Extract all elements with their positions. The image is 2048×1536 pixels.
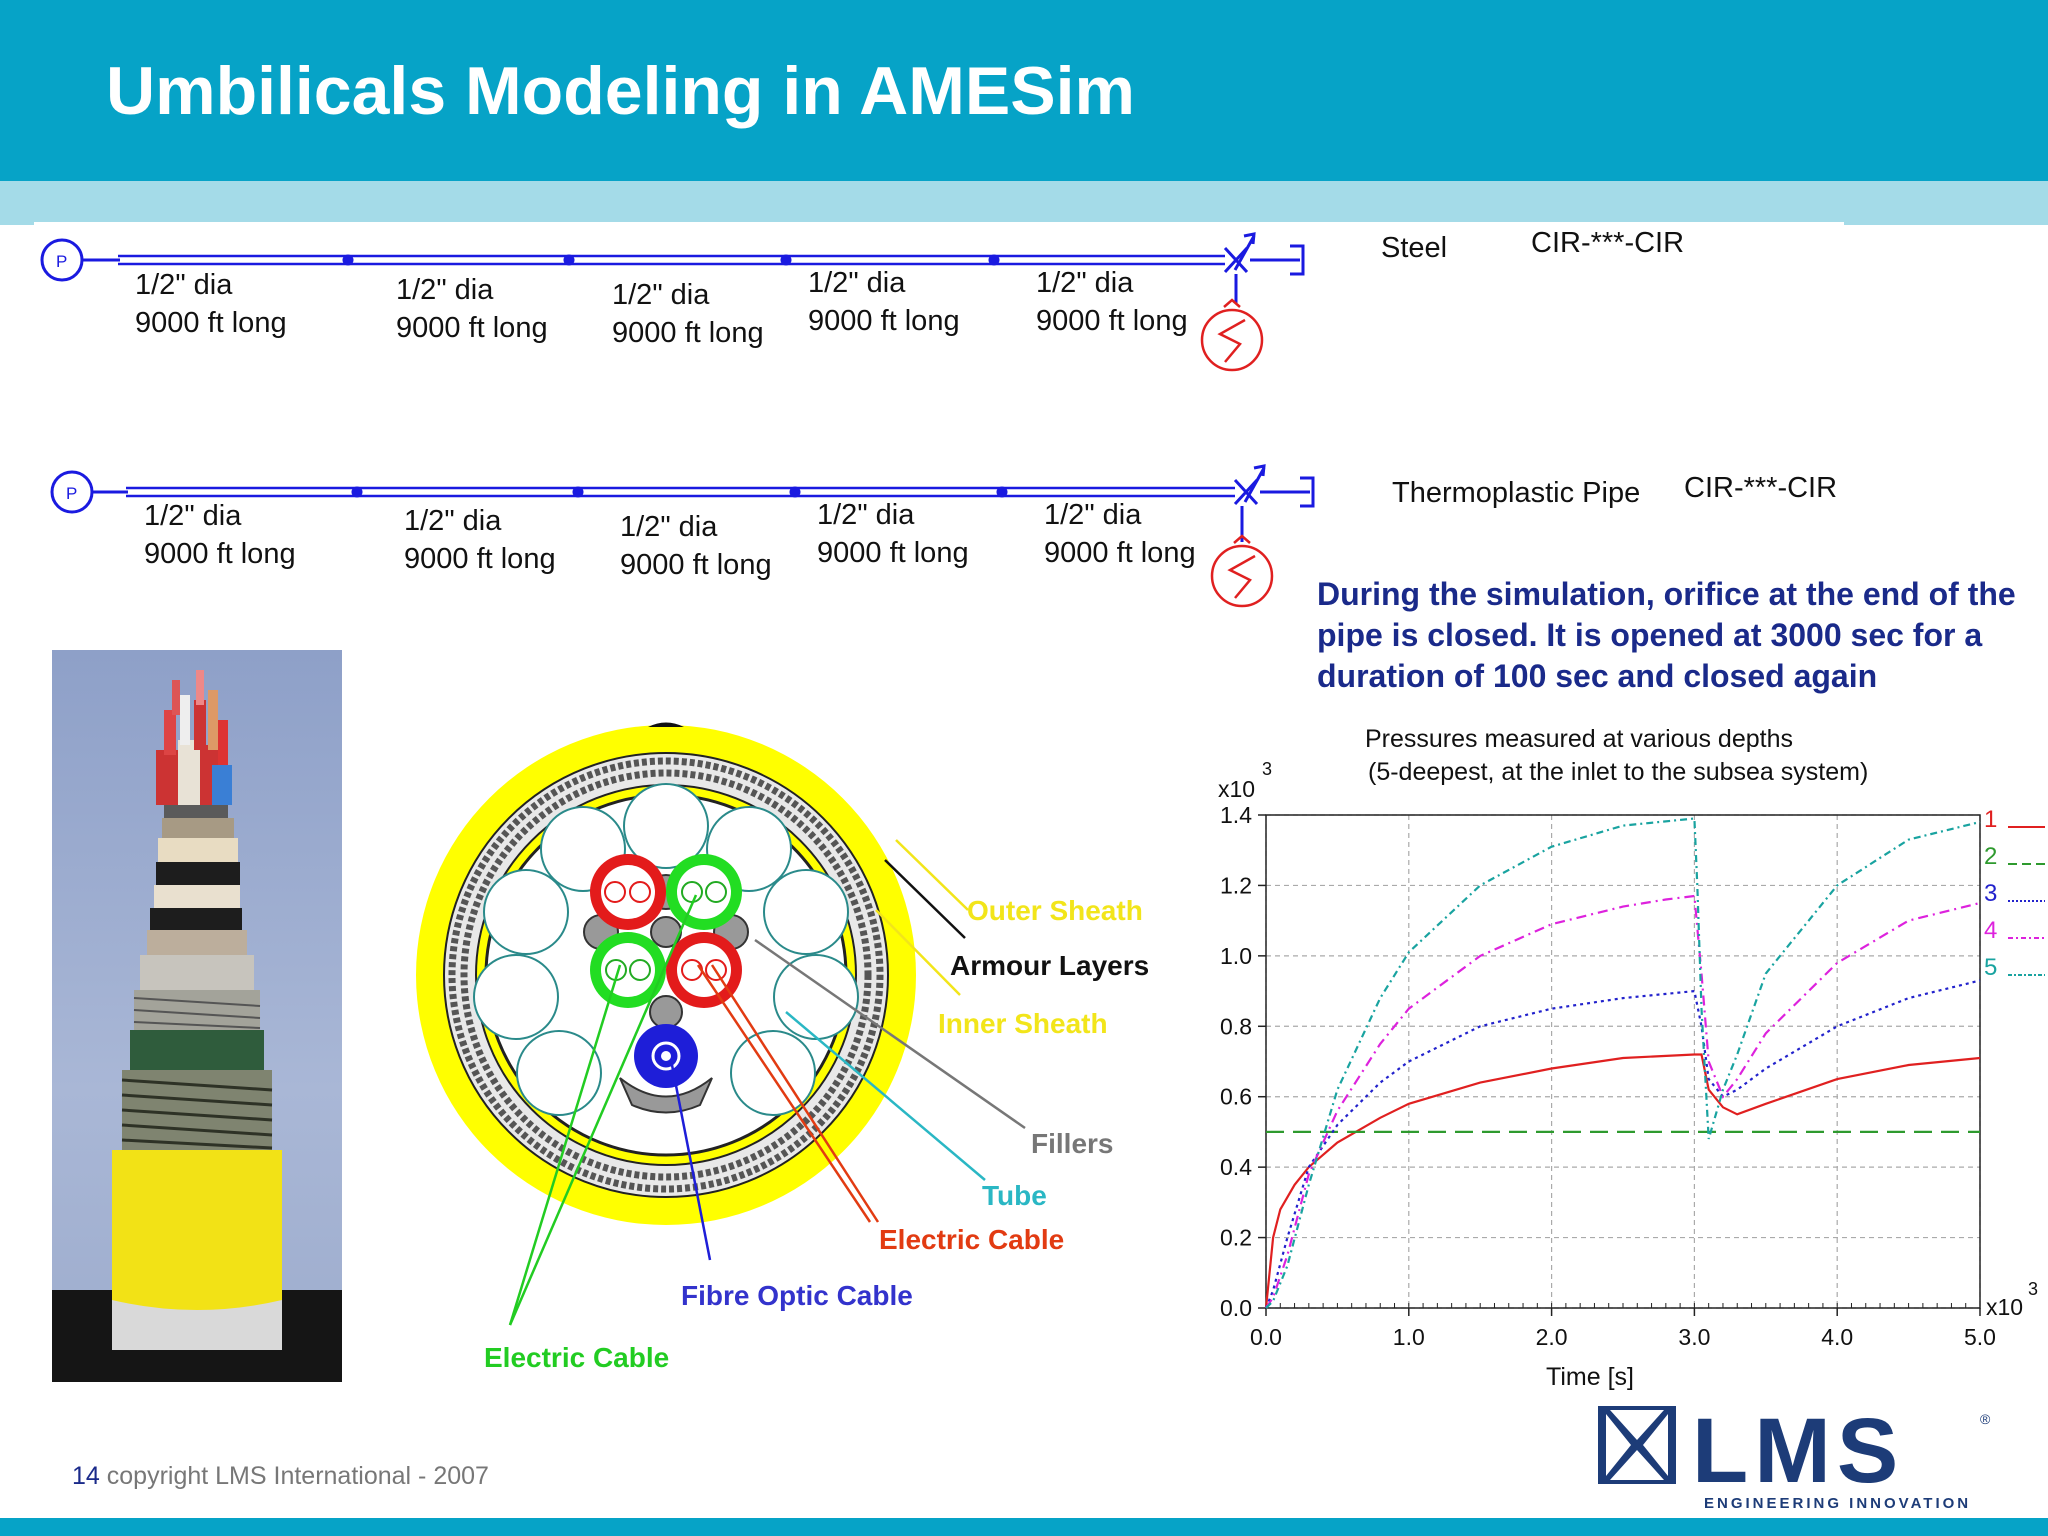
segment-label: 1/2" dia 9000 ft long <box>135 269 287 339</box>
series-line-5 <box>1265 817 1981 1309</box>
fillers-label: Fillers <box>1031 1128 1114 1159</box>
x-multiplier-exp: 3 <box>2028 1279 2038 1299</box>
callout-lines <box>508 839 1026 1326</box>
x-tick-label: 4.0 <box>1821 1324 1853 1350</box>
series-line-4 <box>1265 894 1981 1309</box>
umbilical-photo-drawing <box>52 670 342 1382</box>
electric-cable-label: Electric Cable <box>484 1342 670 1373</box>
electric-cable-red <box>590 854 666 930</box>
outer-sheath-label: Outer Sheath <box>967 895 1143 926</box>
armour-layers-label: Armour Layers <box>950 950 1150 981</box>
segment-label: 1/2" dia 9000 ft long <box>612 279 764 349</box>
x-tick-label: 1.0 <box>1393 1324 1425 1350</box>
segment-label: 1/2" dia 9000 ft long <box>396 274 548 344</box>
electric-cable-green <box>666 854 742 930</box>
footer-band <box>0 1518 2048 1536</box>
orifice-symbol <box>1223 232 1305 304</box>
x-tick-label: 3.0 <box>1678 1324 1710 1350</box>
material-label: Steel <box>1381 232 1448 264</box>
chart-axes: 0.0 0.2 0.4 0.6 0.8 1.0 1.2 1.4 0.0 1.0 2.0 3.0 4.0 5… <box>1220 802 1996 1350</box>
pressure-sensor-icon <box>1200 298 1264 372</box>
x-tick-label: 2.0 <box>1536 1324 1568 1350</box>
electric-cable-label: Electric Cable <box>879 1224 1065 1255</box>
fibre-optic-cable <box>634 1024 698 1088</box>
header-band <box>0 0 2048 181</box>
pump-label: P <box>56 252 67 271</box>
pressure-sensor-icon <box>1210 534 1274 608</box>
series-line-3 <box>1264 979 1981 1309</box>
plot-frame <box>1265 814 1981 1309</box>
x-multiplier: x10 <box>1986 1294 2023 1320</box>
chart-grid <box>1265 814 1981 1309</box>
orifice-symbol <box>1233 464 1315 542</box>
y-tick-label: 0.8 <box>1220 1013 1252 1039</box>
pipe-line <box>118 254 1225 266</box>
electric-cable-green <box>590 932 666 1008</box>
pipe-line <box>126 486 1235 498</box>
simulation-note: During the simulation, orifice at the en… <box>1317 576 2016 694</box>
legend-label: 3 <box>1984 880 1997 907</box>
umbilical-cross-section <box>416 722 1026 1326</box>
y-tick-label: 0.0 <box>1220 1295 1252 1321</box>
lms-registered: ® <box>1980 1411 1991 1427</box>
inner-sheath-label: Inner Sheath <box>938 1008 1108 1039</box>
segment-label: 1/2" dia 9000 ft long <box>1044 499 1196 569</box>
lms-tagline: ENGINEERING INNOVATION <box>1704 1495 1971 1512</box>
pipe-junctions <box>342 254 1000 266</box>
y-tick-label: 1.2 <box>1220 872 1252 898</box>
lms-logo: LMS ® ENGINEERING INNOVATION <box>1598 1404 1991 1512</box>
pump-label: P <box>66 484 77 503</box>
chart-legend: 1 2 3 4 5 <box>1984 806 2045 981</box>
legend-label: 2 <box>1984 843 1997 870</box>
y-tick-label: 1.0 <box>1220 943 1252 969</box>
thermoplastic-circuit-schematic: P <box>50 464 1315 608</box>
x-tick-label: 5.0 <box>1964 1324 1996 1350</box>
armour-layers <box>448 757 884 1193</box>
series-line-1 <box>1264 1053 1981 1309</box>
y-tick-label: 0.2 <box>1220 1225 1252 1251</box>
segment-label: 1/2" dia 9000 ft long <box>817 499 969 569</box>
pressure-chart: Pressures measured at various depths (5-… <box>1218 725 2045 1391</box>
pipe-junctions <box>351 486 1008 498</box>
chart-title: Pressures measured at various depths <box>1365 725 1793 753</box>
y-multiplier-exp: 3 <box>1262 759 1272 779</box>
tube-label: Tube <box>982 1180 1047 1211</box>
component-code: CIR-***-CIR <box>1684 472 1838 504</box>
electric-cable-red <box>666 932 742 1008</box>
schematic-panel <box>34 222 1844 620</box>
fibre-optic-label: Fibre Optic Cable <box>681 1280 913 1311</box>
page-number: 14 <box>72 1462 100 1490</box>
y-tick-label: 1.4 <box>1220 802 1252 828</box>
footer: 14 copyright LMS International - 2007 <box>72 1462 489 1491</box>
segment-label: 1/2" dia 9000 ft long <box>144 500 296 570</box>
segment-label: 1/2" dia 9000 ft long <box>620 511 772 581</box>
steel-circuit-schematic: P <box>40 232 1305 372</box>
y-multiplier: x10 <box>1218 776 1255 802</box>
legend-label: 5 <box>1984 954 1997 981</box>
x-tick-label: 0.0 <box>1250 1324 1282 1350</box>
segment-label: 1/2" dia 9000 ft long <box>808 267 960 337</box>
chart-subtitle: (5-deepest, at the inlet to the subsea s… <box>1368 758 1868 786</box>
y-tick-label: 0.6 <box>1220 1084 1252 1110</box>
lms-logo-text: LMS <box>1692 1404 1904 1502</box>
header-sub-band <box>0 181 2048 225</box>
slide-title: Umbilicals Modeling in AMESim <box>106 53 1135 129</box>
umbilical-photo <box>52 650 342 1382</box>
legend-label: 4 <box>1984 917 1997 944</box>
chart-series <box>1264 817 1981 1309</box>
y-tick-label: 0.4 <box>1220 1154 1252 1180</box>
legend-label: 1 <box>1984 806 1997 833</box>
segment-label: 1/2" dia 9000 ft long <box>404 505 556 575</box>
segment-label: 1/2" dia 9000 ft long <box>1036 267 1188 337</box>
material-label: Thermoplastic Pipe <box>1392 477 1641 509</box>
copyright-text: copyright LMS International - 2007 <box>106 1462 489 1490</box>
component-code: CIR-***-CIR <box>1531 227 1685 259</box>
x-axis-label: Time [s] <box>1546 1363 1634 1391</box>
